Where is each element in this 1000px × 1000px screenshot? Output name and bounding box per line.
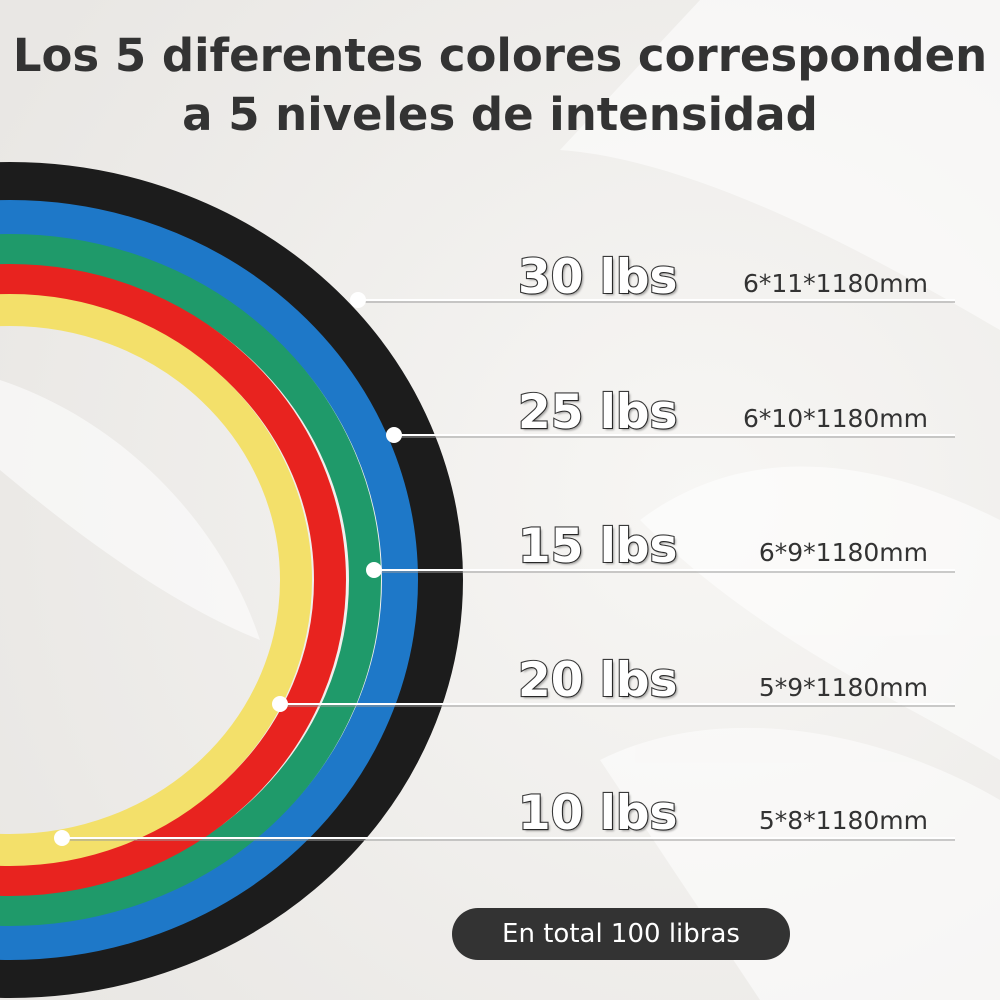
title-line-1: Los 5 diferentes colores corresponden <box>12 29 988 82</box>
weight-label-30: 30 lbs <box>517 250 679 305</box>
pointer-dot-15 <box>366 562 382 578</box>
pointer-dot-25 <box>386 427 402 443</box>
pointer-dot-30 <box>350 292 366 308</box>
pointer-lines <box>54 292 955 846</box>
weight-label-10: 10 lbs <box>517 786 679 841</box>
ring-blue <box>0 200 418 960</box>
pointer-dot-20 <box>272 696 288 712</box>
ring-green <box>0 234 381 926</box>
dimension-label-20: 5*9*1180mm <box>758 673 928 702</box>
dimension-label-30: 6*11*1180mm <box>742 269 928 298</box>
dimension-label-25: 6*10*1180mm <box>742 404 928 433</box>
pointer-dot-10 <box>54 830 70 846</box>
weight-label-15: 15 lbs <box>517 519 679 574</box>
weight-label-20: 20 lbs <box>517 653 679 708</box>
resistance-band-rings <box>0 162 463 998</box>
ring-red <box>0 264 346 896</box>
dimension-label-15: 6*9*1180mm <box>758 538 928 567</box>
title-line-2: a 5 niveles de intensidad <box>182 88 818 141</box>
ring-black <box>0 162 463 998</box>
total-weight-badge: En total 100 libras <box>452 908 790 960</box>
weight-label-25: 25 lbs <box>517 385 679 440</box>
ring-yellow <box>0 294 312 866</box>
dimension-label-10: 5*8*1180mm <box>758 806 928 835</box>
